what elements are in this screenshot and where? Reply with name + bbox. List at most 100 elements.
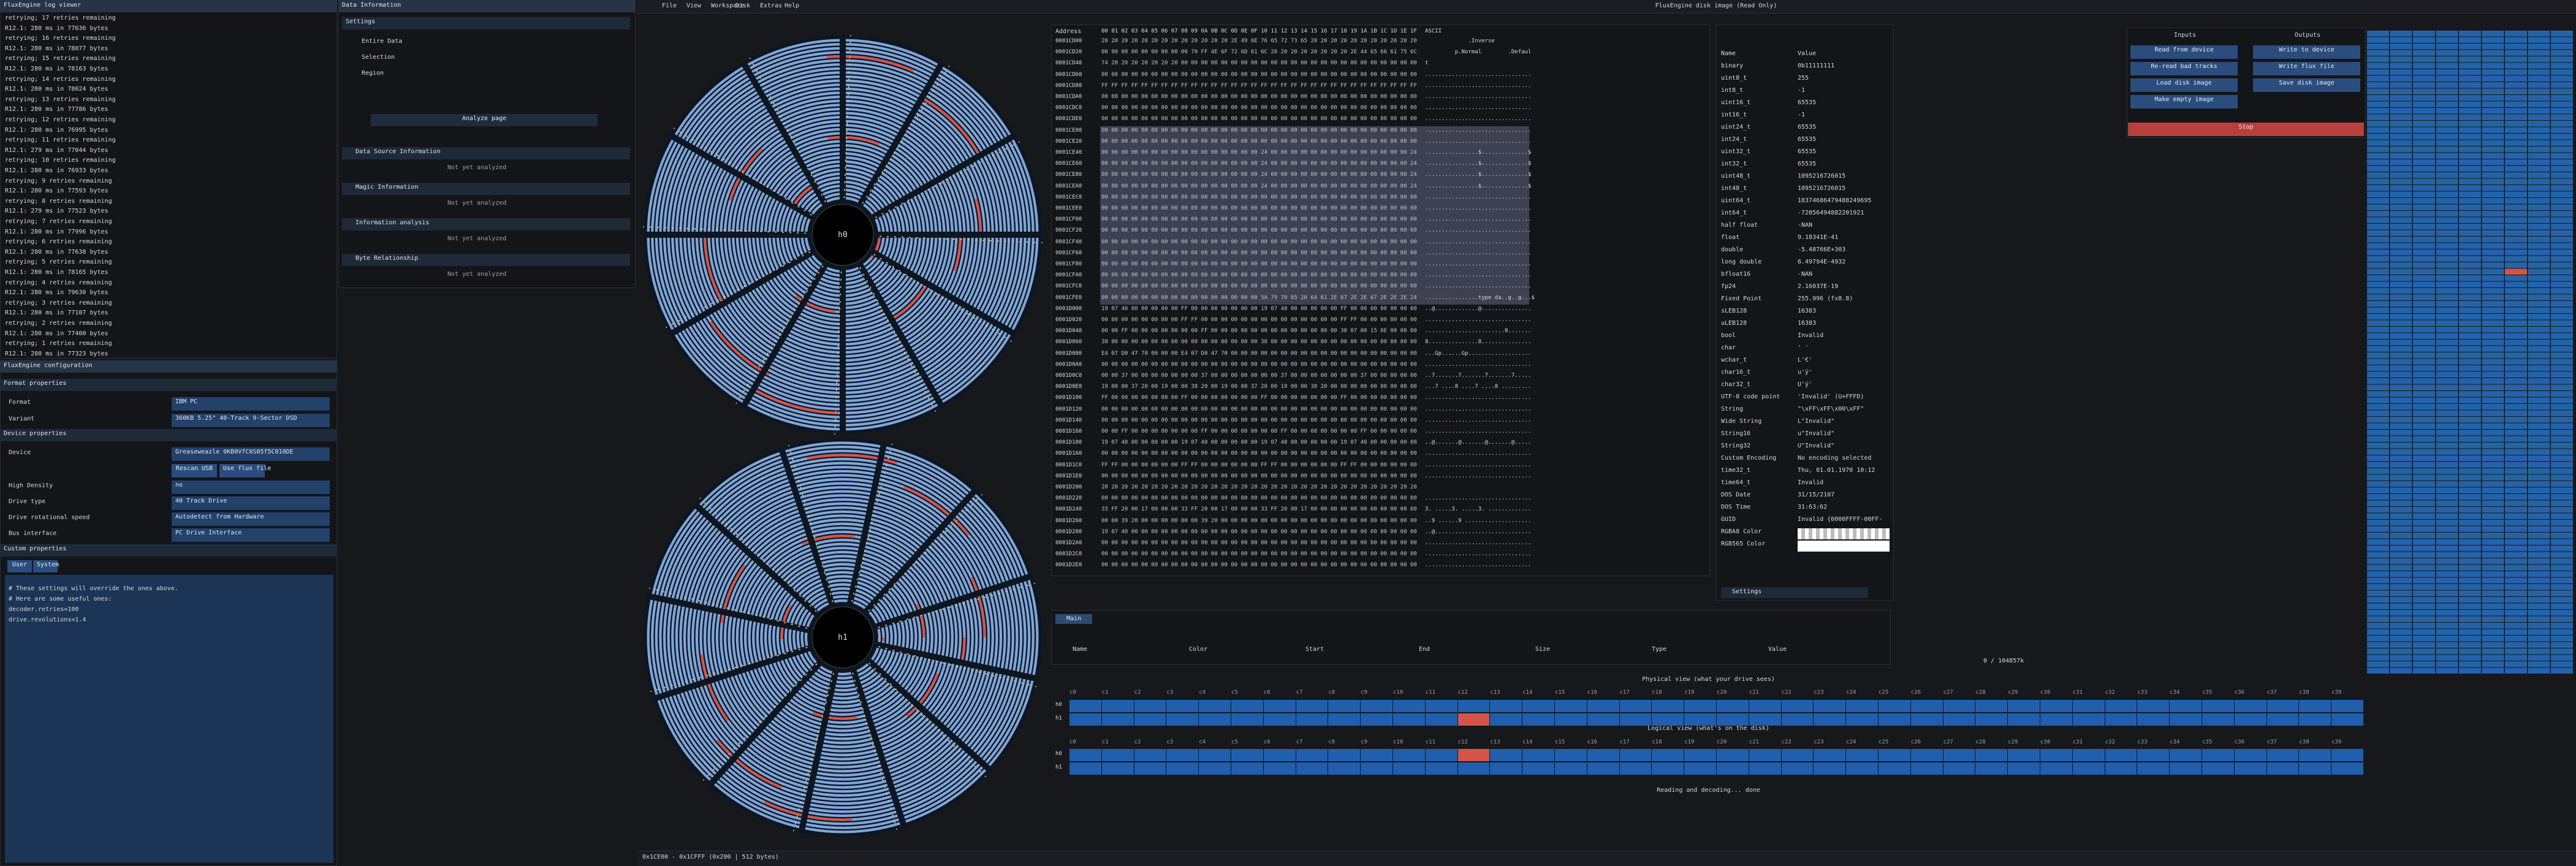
button[interactable]: Write flux file bbox=[2253, 62, 2360, 75]
sector-cell bbox=[2551, 571, 2573, 577]
sector-cell bbox=[2551, 558, 2573, 564]
log-line: R12.1: 280 ms in 77636 bytes bbox=[5, 25, 108, 32]
column-label: c10 bbox=[1393, 689, 1404, 696]
sector-cell bbox=[2390, 333, 2412, 339]
inspector-value: 18374686479488249695 bbox=[1798, 197, 1872, 204]
section-header[interactable]: Magic Information bbox=[342, 183, 630, 195]
sector-cell bbox=[2482, 256, 2504, 262]
track-ring bbox=[723, 518, 962, 757]
menu-item[interactable]: Extras bbox=[760, 2, 783, 9]
sector-cell bbox=[2390, 545, 2412, 552]
tab[interactable]: System bbox=[33, 560, 59, 572]
combo-box[interactable]: PC Drive Interface bbox=[172, 528, 330, 542]
combo-box[interactable]: 360KB 5.25" 40-Track 9-Sector DSD bbox=[172, 414, 330, 427]
combo-box[interactable]: 40 Track Drive bbox=[172, 496, 330, 510]
sector-cell bbox=[2390, 237, 2412, 243]
sector-cell bbox=[2436, 333, 2458, 339]
button[interactable]: Rescan USB bbox=[172, 464, 217, 477]
sector-cell bbox=[2367, 165, 2389, 172]
inspector-name: int24_t bbox=[1721, 136, 1747, 143]
sector-gap bbox=[840, 636, 908, 829]
hex-bytes: 00 00 00 00 00 00 00 00 00 00 00 00 00 0… bbox=[1101, 105, 1417, 112]
collapsing-header[interactable]: Settings bbox=[1721, 587, 1868, 598]
sector-cell bbox=[2436, 597, 2458, 603]
sector-cell bbox=[2482, 320, 2504, 326]
menu-item[interactable]: View bbox=[686, 2, 702, 9]
radio-option[interactable]: Entire Data bbox=[362, 38, 403, 45]
sector-cell bbox=[2390, 37, 2412, 43]
column-label: c27 bbox=[1943, 689, 1953, 696]
sector-cell bbox=[2528, 44, 2550, 50]
sector-cell bbox=[2482, 268, 2504, 275]
track-ring bbox=[715, 510, 970, 765]
sector-cell bbox=[2436, 134, 2458, 140]
menu-item[interactable]: Help bbox=[785, 2, 800, 9]
sector-cell bbox=[2528, 661, 2550, 667]
column-label: c35 bbox=[2202, 739, 2213, 745]
menu-item[interactable]: Disk bbox=[735, 2, 751, 9]
button[interactable]: Use flux file bbox=[219, 464, 271, 477]
sector-cell bbox=[2390, 121, 2412, 127]
sector-cell bbox=[2413, 648, 2435, 655]
sector-cell bbox=[2413, 629, 2435, 635]
sector-cell bbox=[2413, 88, 2435, 94]
sector-cell bbox=[2390, 56, 2412, 63]
sector-cell bbox=[2413, 494, 2435, 500]
sector-cell bbox=[2390, 50, 2412, 56]
sector-cell bbox=[2436, 423, 2458, 429]
button[interactable]: Read from device bbox=[2130, 45, 2238, 59]
combo-box[interactable]: Autodetect from Hardware bbox=[172, 512, 330, 526]
track-cell bbox=[1846, 762, 1878, 775]
sector-cell bbox=[2528, 185, 2550, 191]
hex-address: 0001D0C0 bbox=[1055, 373, 1082, 379]
sector-cell bbox=[2505, 552, 2527, 558]
track-cell bbox=[1134, 700, 1166, 712]
sector-cell bbox=[2482, 584, 2504, 590]
sector-cell bbox=[2390, 384, 2412, 390]
track-cell bbox=[1070, 749, 1101, 761]
radio-option[interactable]: Selection bbox=[362, 54, 395, 61]
index-mark bbox=[862, 66, 950, 204]
button[interactable]: Load disk image bbox=[2130, 78, 2238, 92]
column-label: c5 bbox=[1231, 739, 1238, 745]
hex-ascii: ................................ bbox=[1425, 272, 1532, 279]
sector-cell bbox=[2459, 101, 2481, 107]
combo-box[interactable]: no bbox=[172, 480, 330, 494]
track-cell bbox=[1717, 713, 1749, 726]
tab[interactable]: User bbox=[7, 560, 32, 572]
sector-cell bbox=[2367, 500, 2389, 506]
section-header[interactable]: Byte Relationship bbox=[342, 254, 630, 266]
sector-cell bbox=[2459, 642, 2481, 648]
button[interactable]: Write to device bbox=[2253, 45, 2360, 59]
sector-cell bbox=[2459, 487, 2481, 493]
sector-cell bbox=[2436, 340, 2458, 346]
menu-item[interactable]: File bbox=[662, 2, 677, 9]
tab[interactable]: Main bbox=[1055, 614, 1092, 624]
sector-cell bbox=[2482, 153, 2504, 159]
track-cell bbox=[1652, 749, 1684, 761]
hex-ascii: ................................ bbox=[1425, 116, 1532, 123]
stop-button[interactable]: Stop bbox=[2128, 123, 2364, 136]
track-ring bbox=[683, 477, 1003, 797]
inspector-value: u'ÿ' bbox=[1798, 369, 1813, 376]
sector-cell bbox=[2367, 507, 2389, 513]
hex-panel bbox=[1051, 25, 1710, 576]
radio-option[interactable]: Region bbox=[362, 70, 384, 77]
button[interactable]: Re-read bad tracks bbox=[2130, 62, 2238, 75]
button[interactable]: Make empty image bbox=[2130, 95, 2238, 108]
button[interactable]: Analyze page bbox=[371, 114, 598, 126]
combo-box[interactable]: IBM PC bbox=[172, 397, 330, 411]
sector-cell bbox=[2505, 603, 2527, 609]
section-header[interactable]: Information analysis bbox=[342, 218, 630, 230]
sector-cell bbox=[2482, 95, 2504, 101]
menu-item[interactable]: Workspace bbox=[711, 2, 745, 9]
sector-cell bbox=[2367, 352, 2389, 359]
track-cell bbox=[1166, 713, 1199, 726]
sector-cell bbox=[2528, 655, 2550, 661]
combo-box[interactable]: Greaseweazle 0KB0VfC0S05f5C010DE bbox=[172, 447, 330, 461]
button[interactable]: Save disk image bbox=[2253, 78, 2360, 92]
section-header[interactable]: Data Source Information bbox=[342, 147, 630, 159]
hex-ascii: ........................8....... bbox=[1425, 328, 1532, 335]
track-cell bbox=[2008, 762, 2040, 775]
track-cell bbox=[1522, 713, 1554, 726]
